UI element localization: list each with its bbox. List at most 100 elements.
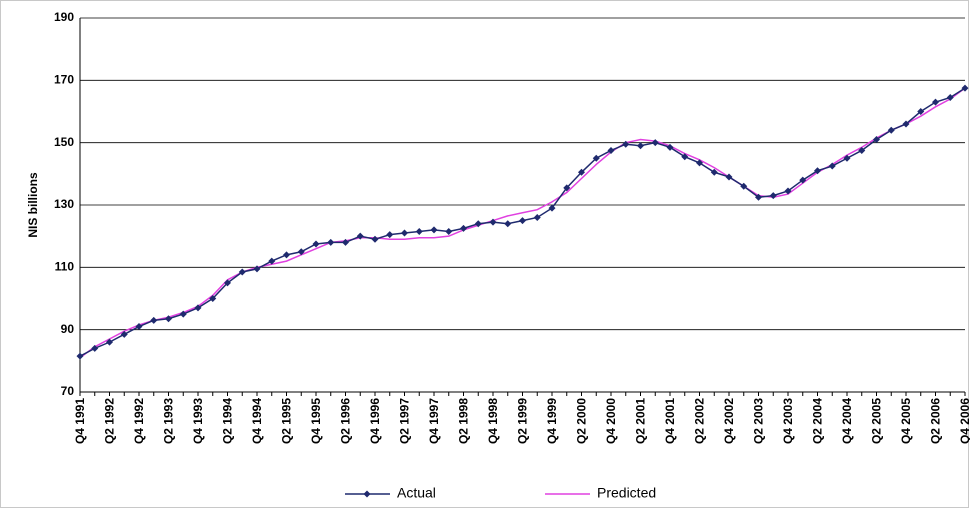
- x-tick-label: Q4 1994: [250, 398, 264, 444]
- x-tick-label: Q2 2001: [634, 398, 648, 444]
- data-point: [165, 315, 172, 323]
- data-point: [784, 187, 792, 195]
- data-point: [843, 154, 851, 162]
- x-tick-label: Q4 2003: [781, 398, 795, 444]
- y-axis-label: NIS billions: [26, 172, 40, 238]
- data-point: [622, 140, 630, 148]
- data-point: [548, 204, 556, 212]
- y-tick-label: 130: [54, 197, 74, 211]
- x-tick-label: Q2 1996: [339, 398, 353, 444]
- x-tick-label: Q2 2004: [811, 398, 825, 444]
- data-point: [401, 229, 408, 237]
- data-point: [681, 153, 689, 161]
- data-point: [519, 217, 526, 225]
- data-point: [283, 251, 290, 259]
- data-point: [902, 120, 910, 128]
- x-tick-label: Q2 1999: [516, 398, 530, 444]
- y-tick-label: 70: [61, 384, 75, 398]
- data-point: [386, 231, 394, 239]
- data-point: [814, 167, 821, 175]
- x-tick-label: Q4 2006: [958, 398, 970, 444]
- data-point: [725, 173, 733, 181]
- data-point: [828, 162, 836, 170]
- x-tick-label: Q2 2005: [870, 398, 884, 444]
- data-point: [209, 295, 217, 302]
- x-tick-label: Q4 1998: [486, 398, 500, 444]
- legend-label: Actual: [397, 485, 436, 501]
- data-point: [91, 344, 99, 352]
- data-point: [607, 146, 615, 154]
- x-tick-label: Q4 1999: [545, 398, 559, 444]
- y-tick-label: 110: [55, 260, 75, 274]
- data-point: [342, 238, 349, 246]
- data-point: [224, 279, 231, 287]
- data-point: [150, 316, 158, 324]
- data-point: [592, 154, 600, 162]
- x-tick-label: Q4 2005: [899, 398, 913, 444]
- data-point: [430, 226, 438, 234]
- data-point: [120, 330, 128, 338]
- x-tick-label: Q2 1992: [103, 398, 117, 444]
- legend-label: Predicted: [597, 485, 656, 501]
- x-tick-label: Q2 2000: [575, 398, 589, 444]
- data-point: [917, 108, 925, 115]
- data-point: [799, 176, 807, 184]
- data-point: [887, 126, 895, 134]
- data-point: [858, 146, 866, 154]
- data-point: [460, 224, 467, 232]
- x-tick-label: Q2 1997: [398, 398, 412, 444]
- y-tick-label: 150: [54, 135, 74, 149]
- data-point: [312, 240, 320, 248]
- y-tick-label: 190: [54, 10, 74, 24]
- data-point: [696, 159, 703, 167]
- data-point: [194, 304, 202, 312]
- data-point: [755, 193, 762, 201]
- data-point: [504, 220, 512, 228]
- data-point: [666, 143, 674, 151]
- x-tick-label: Q2 1995: [280, 398, 294, 444]
- data-point: [651, 139, 659, 147]
- x-tick-label: Q2 2003: [752, 398, 766, 444]
- x-tick-label: Q4 2004: [840, 398, 854, 444]
- data-point: [76, 352, 84, 360]
- data-point: [445, 227, 453, 235]
- data-point: [637, 142, 644, 150]
- x-tick-label: Q4 1991: [73, 398, 87, 444]
- data-point: [932, 98, 939, 106]
- x-tick-label: Q4 1997: [427, 398, 441, 444]
- legend-marker: [363, 490, 371, 498]
- data-point: [327, 238, 335, 246]
- data-point: [297, 248, 305, 256]
- data-point: [873, 136, 880, 144]
- data-point: [179, 310, 187, 318]
- data-point: [961, 84, 969, 92]
- x-tick-label: Q2 2006: [929, 398, 943, 444]
- x-tick-label: Q2 1993: [162, 398, 176, 444]
- x-tick-label: Q4 1992: [132, 398, 146, 444]
- x-tick-label: Q4 2002: [722, 398, 736, 444]
- x-tick-label: Q2 1998: [457, 398, 471, 444]
- y-tick-label: 90: [61, 322, 75, 336]
- data-point: [769, 192, 777, 200]
- data-point: [268, 257, 276, 265]
- legend: Actual Predicted: [345, 485, 656, 501]
- x-tick-label: Q2 2002: [693, 398, 707, 444]
- data-point: [415, 227, 423, 235]
- data-point: [238, 268, 246, 276]
- y-tick-label: 170: [54, 73, 74, 87]
- x-tick-label: Q2 1994: [221, 398, 235, 444]
- data-point: [563, 184, 571, 192]
- x-tick-label: Q4 1993: [191, 398, 205, 444]
- x-tick-label: Q4 2000: [604, 398, 618, 444]
- data-point: [946, 93, 954, 101]
- data-point: [371, 235, 379, 243]
- data-point: [740, 182, 748, 190]
- x-tick-label: Q4 1996: [368, 398, 382, 444]
- data-point: [135, 323, 143, 331]
- data-point: [474, 220, 482, 228]
- data-point: [253, 265, 261, 273]
- x-tick-label: Q4 2001: [663, 398, 677, 444]
- data-point: [489, 218, 497, 226]
